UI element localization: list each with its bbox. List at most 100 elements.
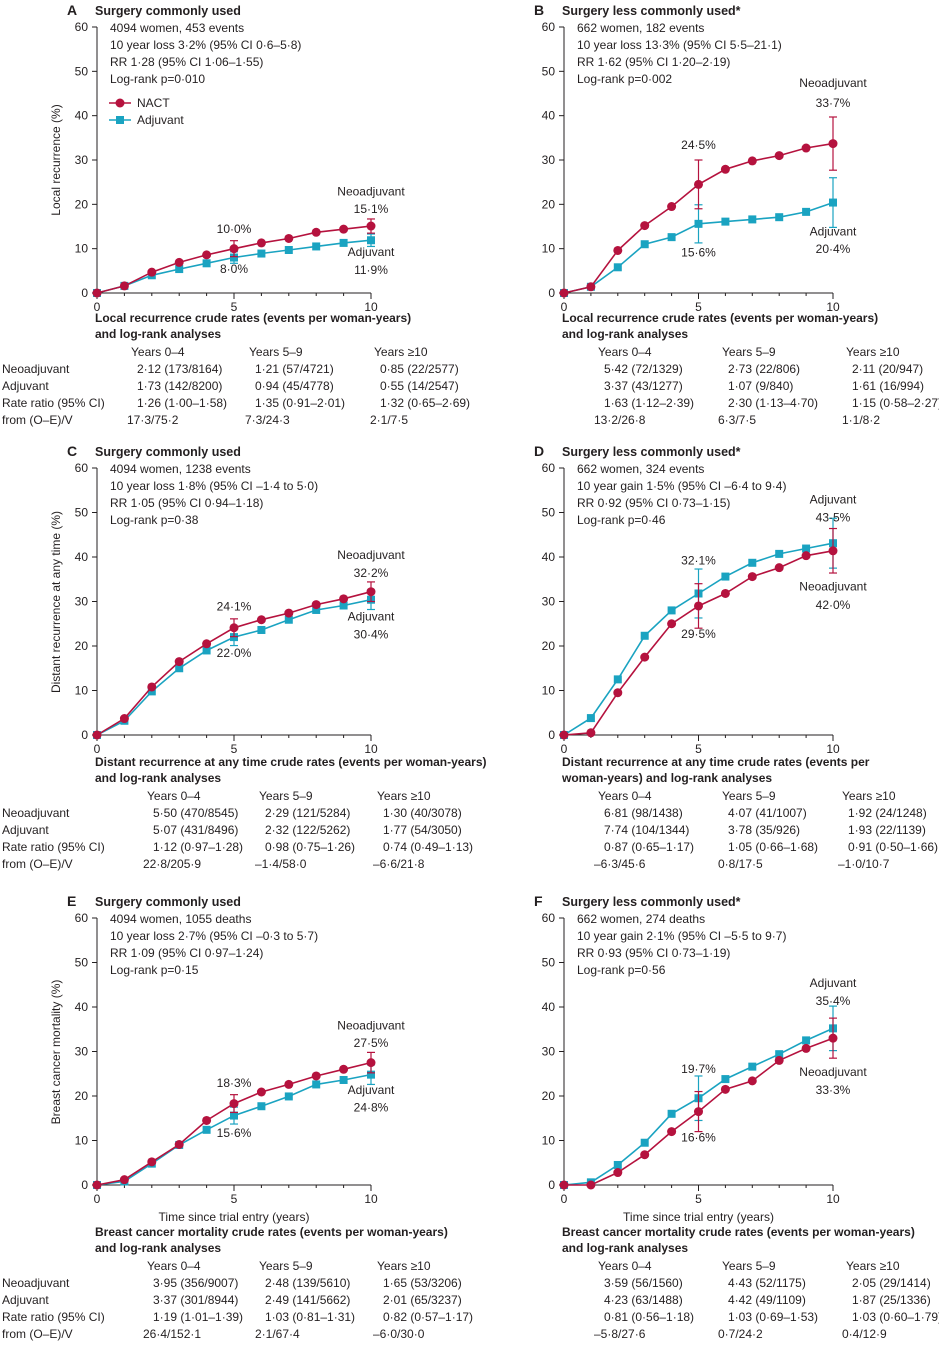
table-cell: 4·43 (52/1175) [728,1276,806,1290]
table-col-header: Years 5–9 [722,789,776,803]
panel-title: Surgery commonly used [95,4,241,18]
point-adjuvant [312,242,321,251]
stats-line: RR 1·05 (95% CI 0·94–1·18) [110,496,263,510]
stats-line: 662 women, 274 deaths [577,912,705,926]
annotation: Adjuvant [810,976,857,990]
x-tick-label: 10 [826,1192,840,1206]
table-col-header: Years 5–9 [249,345,303,359]
point-nact [667,202,677,212]
table-cell: 5·07 (431/8496) [153,823,238,837]
x-tick-label: 0 [561,742,568,756]
panel-e: E Surgery commonly used 0 10 20 30 40 50 60 0 5 10 B… [2,893,473,1341]
y-tick-label: 40 [542,550,556,564]
annotation: Adjuvant [810,224,857,238]
y-tick-label: 40 [542,1000,556,1014]
annotation: 32·1% [681,554,716,568]
table-cell: 1·93 (22/1139) [848,823,926,837]
point-nact [174,257,184,267]
table-cell: 0·98 (0·75–1·26) [265,840,355,854]
table-cell: 2·12 (173/8164) [137,362,222,376]
panel-title: Surgery commonly used [95,445,241,459]
y-tick-label: 30 [75,1045,89,1059]
point-adjuvant [748,558,757,567]
point-adjuvant [202,646,211,655]
point-adjuvant [721,1075,730,1084]
annotation: 32·2% [354,566,389,580]
point-nact [311,1071,321,1081]
stats-line: 4094 women, 1238 events [110,462,251,476]
table-cell: 3·95 (356/9007) [153,1276,238,1290]
stats-line: 10 year gain 1·5% (95% CI –6·4 to 9·4) [577,479,786,493]
point-adjuvant [230,1111,238,1120]
table-cell: 1·26 (1·00–1·58) [137,396,227,410]
y-tick-label: 60 [75,461,89,475]
y-tick-label: 20 [75,639,89,653]
point-nact [284,233,294,243]
stats-line: Log-rank p=0·56 [577,963,666,977]
table-cell: 1·92 (24/1248) [848,806,927,820]
y-tick-label: 10 [542,1134,556,1148]
table-title: Distant recurrence at any time crude rat… [562,755,870,769]
point-nact [92,288,102,298]
table-cell: 0·94 (45/4778) [255,379,334,393]
point-nact [694,1107,703,1117]
annotation: Adjuvant [810,493,857,507]
x-tick-label: 0 [94,1192,101,1206]
point-adjuvant [284,1092,293,1101]
y-tick-label: 30 [542,595,556,609]
table-cell: 1·03 (0·60–1·79) [852,1310,939,1324]
point-adjuvant [175,265,184,274]
annotation: Neoadjuvant [337,548,405,562]
table-title: and log-rank analyses [95,327,221,341]
table-title: and log-rank analyses [95,771,221,785]
table-col-header: Years 0–4 [147,789,201,803]
point-nact [640,221,650,231]
point-adjuvant [202,1125,211,1134]
annotation: 33·3% [816,1083,851,1097]
table-cell: 4·07 (41/1007) [728,806,807,820]
y-tick-label: 10 [75,1134,89,1148]
annotation: Adjuvant [348,245,395,259]
x-tick-label: 10 [364,1192,378,1206]
panel-f: F Surgery less commonly used*010203040506… [534,893,939,1341]
table-cell: 1·73 (142/8200) [137,379,222,393]
point-nact [613,245,623,255]
point-nact [559,730,569,740]
table-cell: 17·3/75·2 [127,413,179,427]
x-tick-label: 5 [695,742,702,756]
point-adjuvant [312,605,321,614]
y-tick-label: 10 [75,242,89,256]
point-nact [667,619,677,629]
point-adjuvant [748,215,757,224]
panel-letter: F [534,893,543,909]
point-nact [229,623,239,633]
point-nact [119,714,129,724]
y-tick-label: 40 [542,109,556,123]
panel-letter: D [534,443,544,459]
annotation: 43·5% [816,510,851,524]
table-row-label: Adjuvant [2,1293,49,1307]
point-nact [801,143,811,153]
panel-letter: E [67,893,76,909]
point-nact [613,688,623,698]
table-cell: 0·82 (0·57–1·17) [383,1310,473,1324]
annotation: 24·8% [354,1101,389,1115]
table-cell: –1·4/58·0 [255,857,307,871]
table-row-label: from (O–E)/V [2,857,73,871]
table-cell: 1·87 (25/1336) [852,1293,931,1307]
table-row-label: Neoadjuvant [2,362,70,376]
table-row-label: Rate ratio (95% CI) [2,1310,105,1324]
legend-adjuvant-label: Adjuvant [137,113,184,127]
x-tick-label: 10 [364,742,378,756]
stats-line: 10 year loss 13·3% (95% CI 5·5–21·1) [577,38,782,52]
point-adjuvant [667,1109,676,1118]
annotation: 15·6% [681,246,716,260]
annotation: Neoadjuvant [337,184,405,198]
panel-b: B Surgery less commonly used*010203040506… [534,2,939,427]
table-cell: 1·32 (0·65–2·69) [380,396,470,410]
y-tick-label: 20 [542,197,556,211]
point-adjuvant [284,245,293,254]
table-cell: 26·4/152·1 [143,1327,201,1341]
point-adjuvant [748,1062,757,1071]
stats-line: RR 0·93 (95% CI 0·73–1·19) [577,946,730,960]
